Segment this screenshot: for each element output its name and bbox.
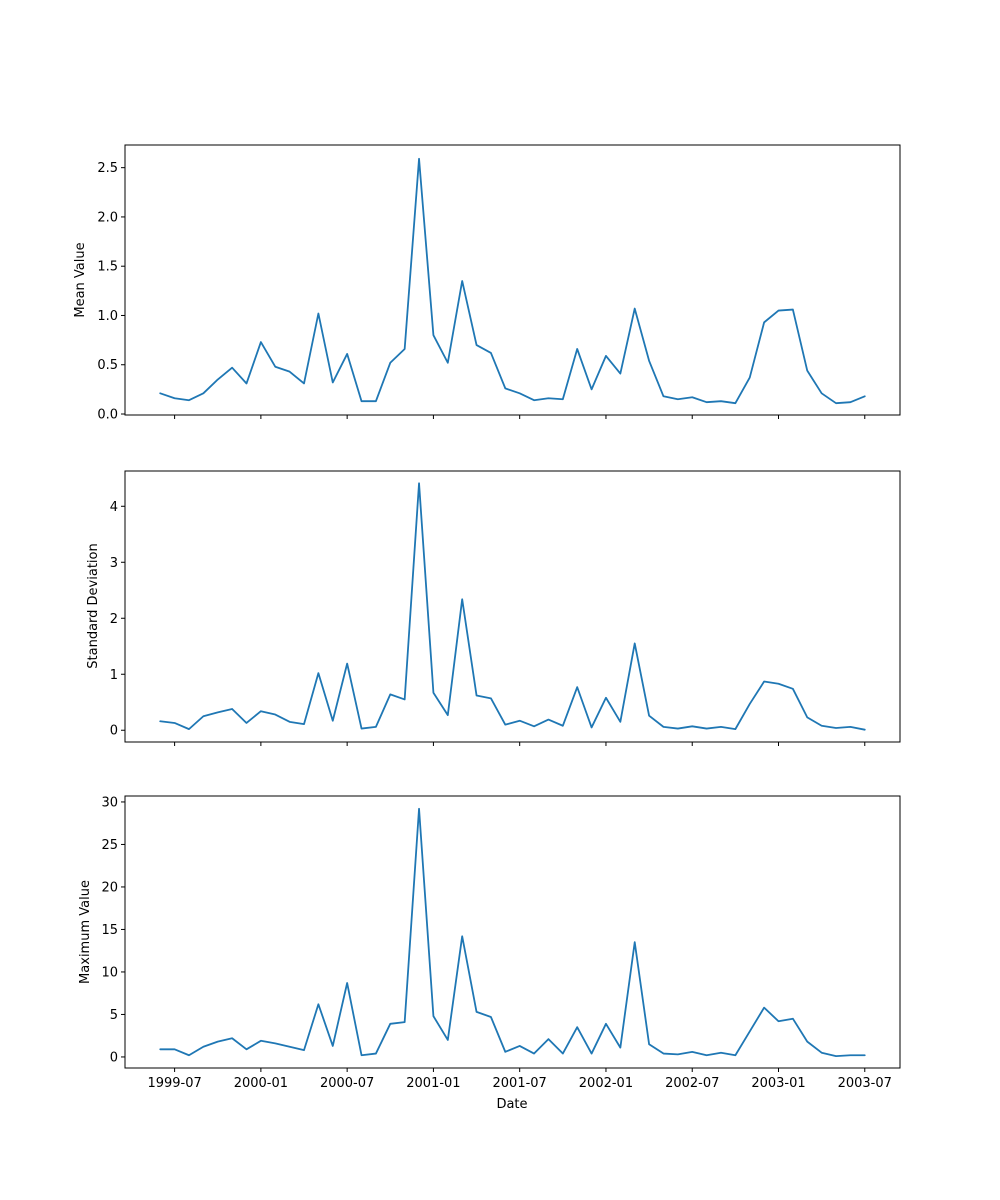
x-tick-label: 2002-01 [579, 1076, 633, 1091]
x-tick-group: 1999-07 2000-01 2000-07 2001-01 2001-07 2002-… [147, 1068, 892, 1091]
y-tick-label: 1 [110, 668, 118, 683]
x-tick-label: 2003-01 [751, 1076, 805, 1091]
x-tick-group [174, 742, 866, 746]
y-tick-label: 2.0 [97, 210, 118, 225]
y-tick-label: 2 [110, 612, 118, 627]
panel-mean: 0.0 0.5 1.0 1.5 2.0 2.5 Mean Value [73, 144, 901, 423]
x-tick-label: 2003-07 [838, 1076, 892, 1091]
mean-value-line [159, 157, 866, 405]
y-axis-label: Mean Value [73, 242, 88, 317]
y-tick-label: 0.0 [97, 408, 118, 423]
y-tick-group: 0 5 10 15 20 25 30 [101, 795, 125, 1065]
plot-frame [124, 795, 901, 1069]
y-tick-label: 0 [110, 1050, 118, 1065]
standard-deviation-line [159, 482, 866, 731]
y-tick-label: 0.5 [97, 358, 118, 373]
maximum-value-line [159, 807, 866, 1057]
y-tick-label: 30 [101, 795, 118, 810]
y-tick-label: 15 [101, 923, 118, 938]
x-tick-label: 2002-07 [665, 1076, 719, 1091]
y-axis-label: Maximum Value [78, 880, 93, 984]
panel-std: 0 1 2 3 4 Standard Deviation [86, 470, 901, 746]
y-tick-label: 3 [110, 556, 118, 571]
y-tick-label: 1.0 [97, 309, 118, 324]
y-tick-label: 25 [101, 838, 118, 853]
x-tick-label: 2001-01 [406, 1076, 460, 1091]
y-tick-label: 5 [110, 1008, 118, 1023]
y-tick-label: 2.5 [97, 161, 118, 176]
y-tick-label: 10 [101, 965, 118, 980]
y-tick-group: 0 1 2 3 4 [110, 500, 125, 739]
plot-frame [124, 144, 901, 416]
y-tick-label: 20 [101, 880, 118, 895]
plot-frame [124, 470, 901, 743]
y-tick-label: 1.5 [97, 260, 118, 275]
y-tick-label: 4 [110, 500, 118, 515]
panel-max: 0 5 10 15 20 25 30 1999-07 2000-01 2000-07 2001-0… [78, 795, 901, 1091]
y-tick-group: 0.0 0.5 1.0 1.5 2.0 2.5 [97, 161, 125, 423]
x-tick-group [174, 415, 866, 419]
x-tick-label: 1999-07 [147, 1076, 201, 1091]
x-tick-label: 2000-01 [234, 1076, 288, 1091]
x-tick-label: 2000-07 [320, 1076, 374, 1091]
x-axis-label: Date [496, 1097, 527, 1112]
x-tick-label: 2001-07 [493, 1076, 547, 1091]
y-axis-label: Standard Deviation [86, 543, 101, 668]
y-tick-label: 0 [110, 724, 118, 739]
